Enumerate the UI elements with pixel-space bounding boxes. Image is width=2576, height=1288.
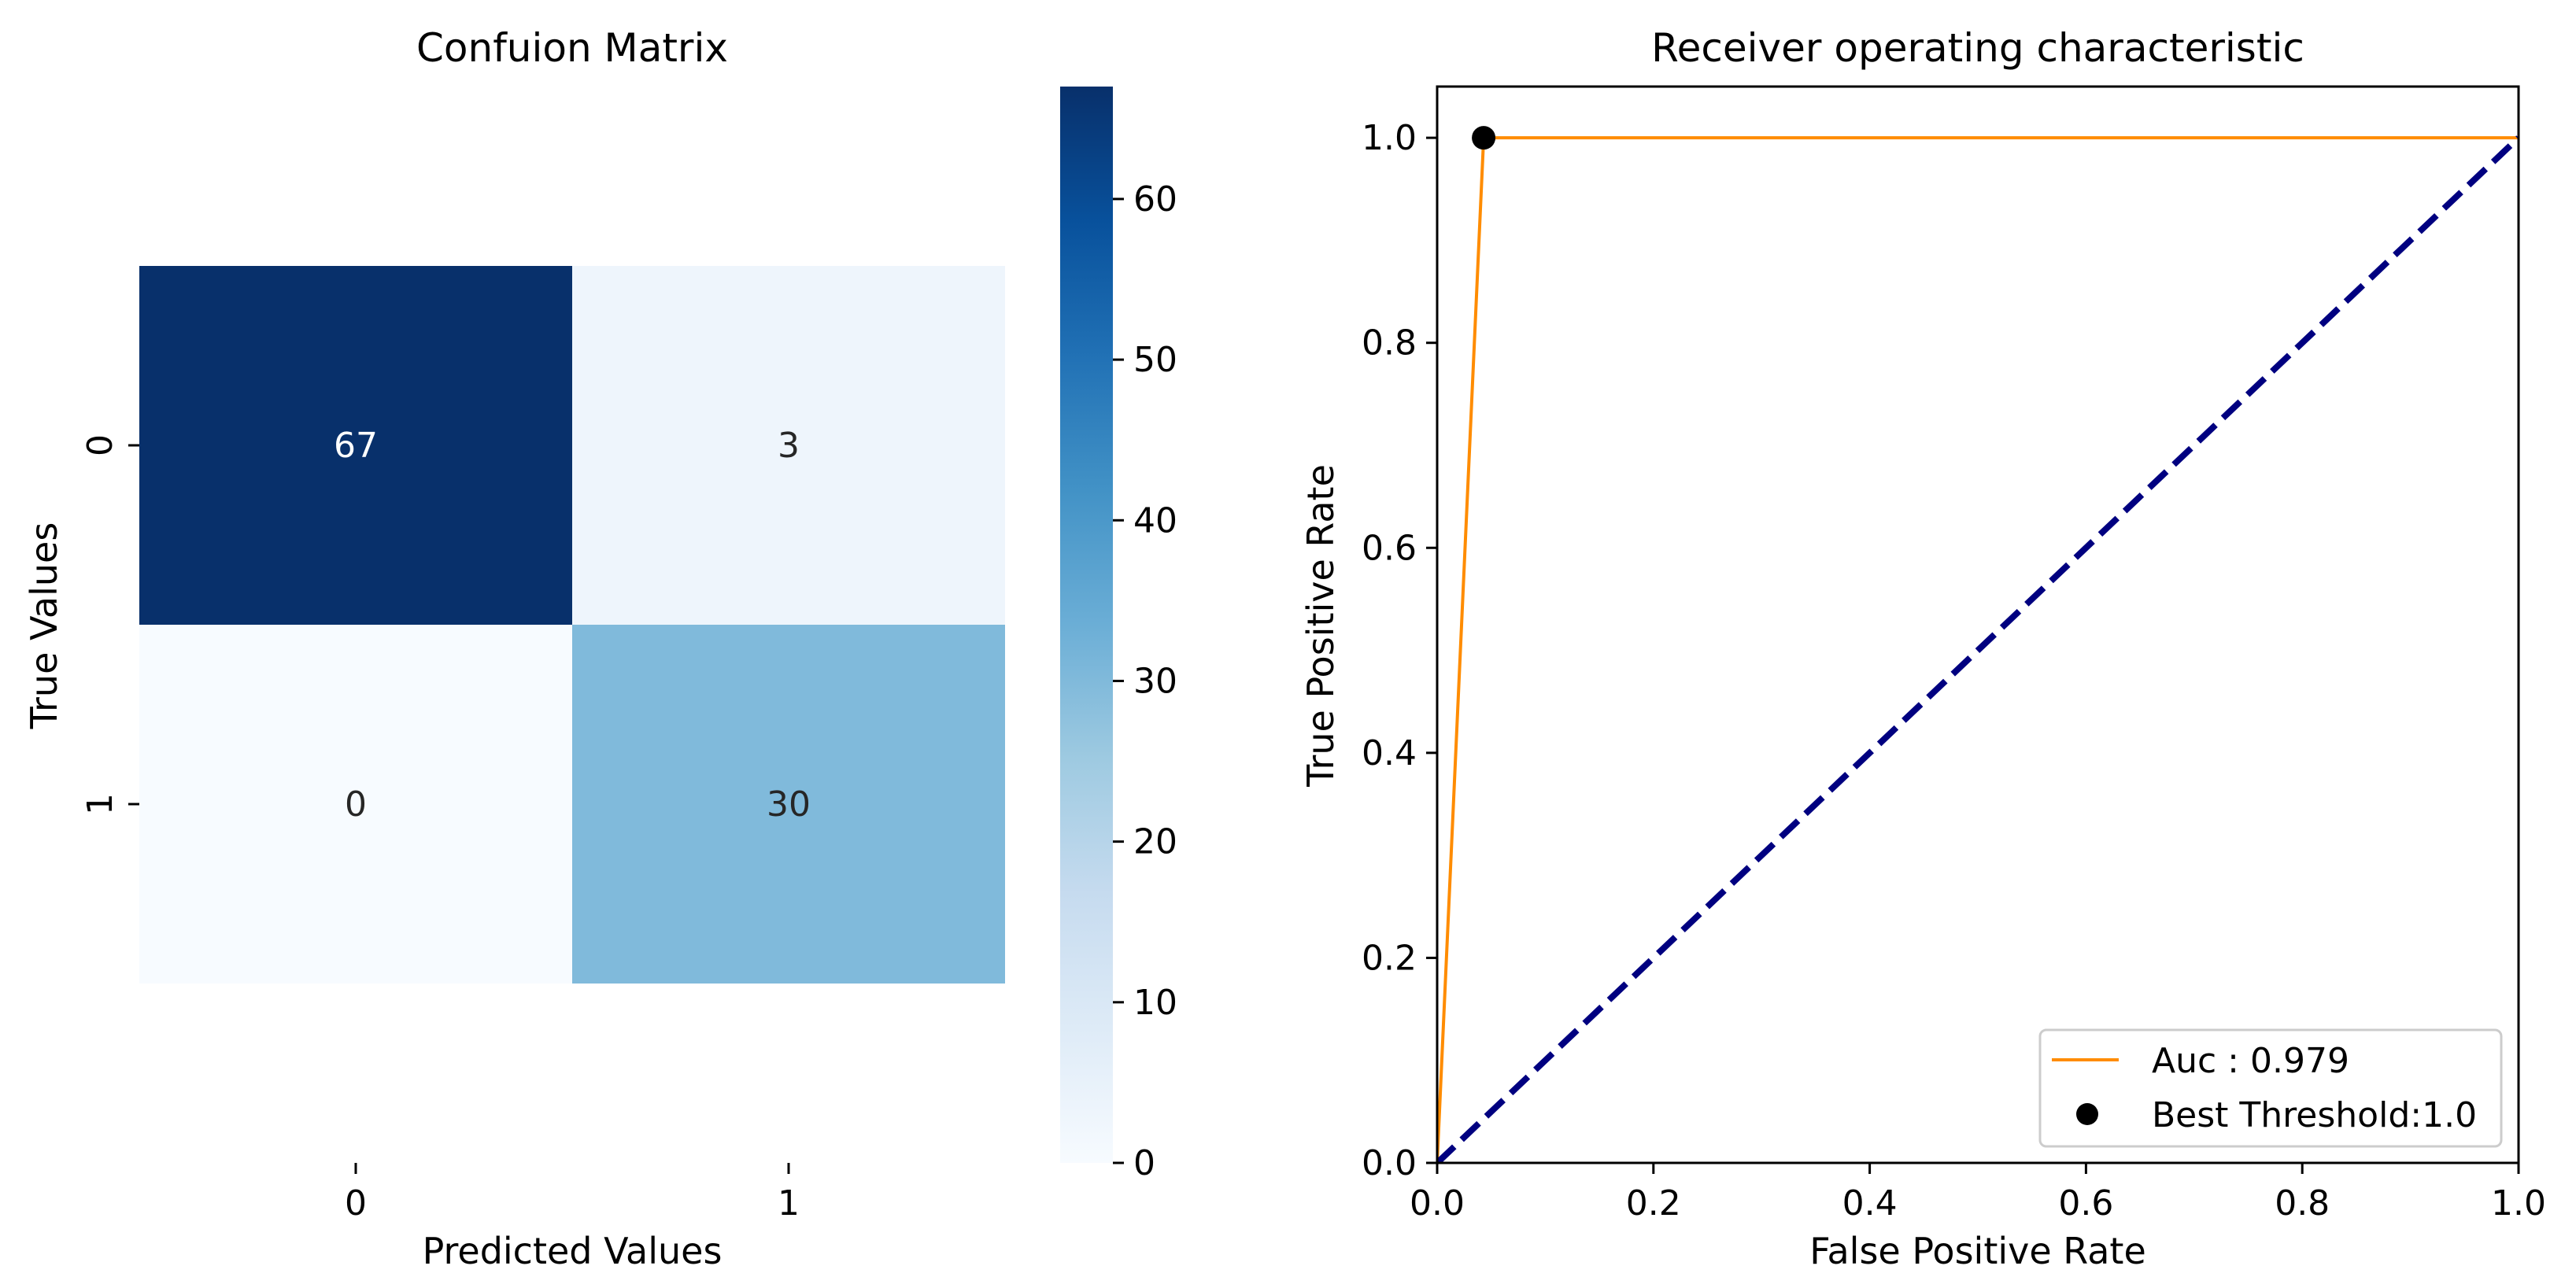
roc-panel: Receiver operating characteristic 0.0 0.2… [1299,25,2546,1272]
colorbar-tick-label: 30 [1133,661,1177,701]
cm-cell [139,266,572,625]
colorbar-tick-label: 40 [1133,500,1177,541]
roc-x-tick-label: 0.6 [2058,1183,2113,1223]
roc-x-tick-label: 1.0 [2491,1183,2546,1223]
roc-y-tick-label: 0.6 [1362,528,1417,568]
roc-y-tick-label: 0.0 [1362,1143,1417,1183]
cm-y-tick-label: 0 [80,434,120,456]
roc-best-threshold-point [1472,126,1496,150]
roc-y-axis-label: True Positive Rate [1299,464,1342,788]
roc-y-tick-label: 0.4 [1362,733,1417,773]
legend-label-auc: Auc : 0.979 [2152,1041,2349,1081]
roc-x-tick-label: 0.0 [1410,1183,1465,1223]
roc-markers [1472,126,1496,150]
cm-x-tick-label: 1 [778,1183,800,1223]
cm-cell [572,266,1005,625]
colorbar-ticks: 0 10 20 30 40 50 60 [1113,179,1177,1183]
roc-title: Receiver operating characteristic [1651,25,2304,71]
cm-title: Confuion Matrix [416,25,728,71]
cm-x-axis-label: Predicted Values [423,1230,723,1272]
roc-axes-frame [1436,85,2520,1164]
cm-cell-value: 0 [345,784,367,825]
cm-cell [572,625,1005,984]
roc-x-ticks: 0.0 0.2 0.4 0.6 0.8 1.0 [1410,1163,2546,1223]
cm-cells [139,266,1005,984]
roc-x-tick-label: 0.8 [2275,1183,2330,1223]
cm-cell-value: 67 [334,426,378,466]
colorbar-tick-label: 60 [1133,179,1177,220]
colorbar-tick-label: 20 [1133,822,1177,862]
roc-y-tick-label: 0.2 [1362,938,1417,978]
roc-y-tick-label: 1.0 [1362,118,1417,158]
roc-x-tick-label: 0.2 [1626,1183,1681,1223]
roc-chance-line [1437,135,2519,1163]
colorbar-tick-label: 50 [1133,340,1177,380]
roc-series [1437,135,2519,1163]
legend-label-threshold: Best Threshold:1.0 [2152,1095,2477,1135]
colorbar [1060,87,1113,1163]
cm-x-tick-label: 0 [345,1183,367,1223]
cm-y-axis-label: True Values [23,522,65,730]
legend-frame [2038,1028,2503,1148]
cm-y-tick-label: 1 [80,793,120,815]
cm-annotations: 67 30 30 [334,426,811,825]
cm-cell-value: 30 [767,784,811,825]
legend-marker-swatch [2076,1103,2098,1125]
roc-y-tick-label: 0.8 [1362,323,1417,364]
roc-x-tick-label: 0.4 [1842,1183,1898,1223]
colorbar-tick-label: 10 [1133,983,1177,1023]
cm-cell-value: 3 [778,426,800,466]
cm-cell [139,625,572,984]
colorbar-tick-label: 0 [1133,1143,1155,1183]
roc-y-ticks: 0.0 0.2 0.4 0.6 0.8 1.0 [1362,118,1437,1183]
roc-legend: Auc : 0.979 Best Threshold:1.0 [2038,1028,2503,1148]
cm-y-ticks: 01 [80,434,139,815]
roc-x-axis-label: False Positive Rate [1809,1230,2146,1272]
